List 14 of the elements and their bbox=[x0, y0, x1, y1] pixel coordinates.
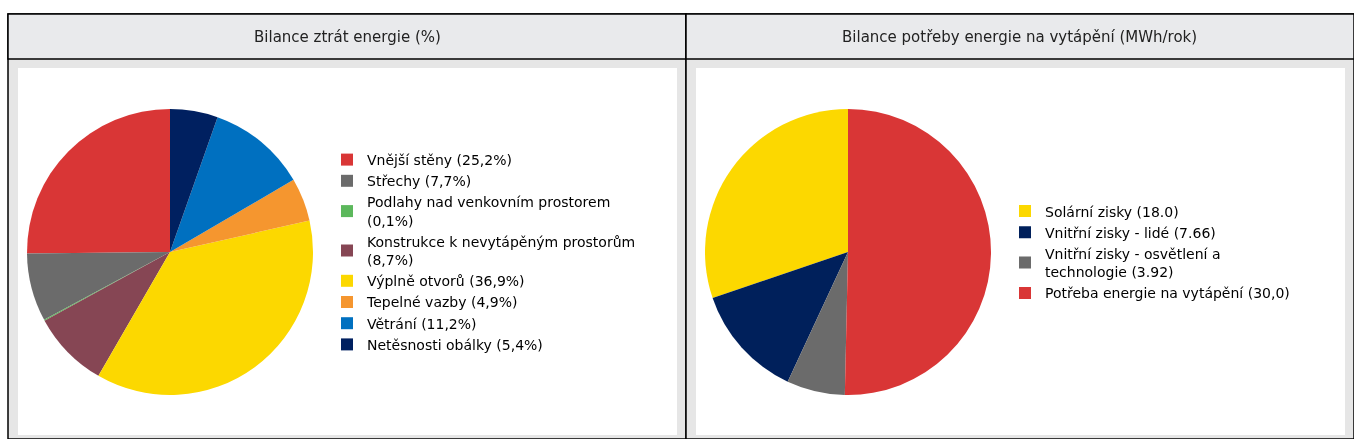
legend-label: Solární zisky (18.0) bbox=[1045, 203, 1179, 220]
chart-title: Bilance potřeby energie na vytápění (MWh/rok) bbox=[842, 28, 1198, 46]
legend-label: Vnější stěny (25,2%) bbox=[367, 152, 512, 169]
legend-label: Větrání (11,2%) bbox=[367, 315, 477, 332]
legend-label: Střechy (7,7%) bbox=[367, 173, 472, 190]
legend-label: Podlahy nad venkovním prostorem (0,1%) bbox=[367, 194, 611, 229]
chart-title: Bilance ztrát energie (%) bbox=[254, 28, 441, 46]
legend-label: Netěsnosti obálky (5,4%) bbox=[367, 336, 543, 353]
legend-label: Výplně otvorů (36,9%) bbox=[367, 273, 525, 290]
legend-label: Potřeba energie na vytápění (30,0) bbox=[1045, 285, 1290, 302]
legend-label: Konstrukce k nevytápěným prostorům (8,7%) bbox=[367, 233, 636, 269]
legend-label: Vnitřní zisky - osvětlení a technologie (3.92) bbox=[1045, 245, 1221, 281]
legend-label: Tepelné vazby (4,9%) bbox=[366, 294, 518, 311]
legend-label: Vnitřní zisky - lidé (7.66) bbox=[1045, 224, 1216, 241]
